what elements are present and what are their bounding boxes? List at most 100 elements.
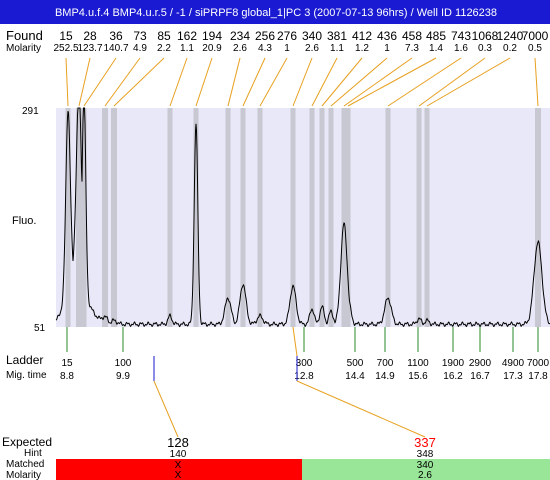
molarity-value: X — [175, 470, 182, 480]
found-size-label: 162 — [177, 29, 197, 43]
found-labels: 15 28 36 73 85 162 194 234 256 276 340 381 412 436 458… — [53, 29, 548, 54]
peak-band — [290, 108, 296, 327]
found-molarity-label: 2.2 — [157, 43, 171, 54]
peak-band — [240, 108, 246, 327]
found-molarity-label: 123.7 — [77, 43, 102, 54]
ladder-ticks — [66, 327, 539, 352]
matched-value: X — [175, 460, 182, 471]
found-leader-line — [311, 57, 338, 107]
found-leader-line — [104, 57, 141, 107]
found-leader-line — [78, 57, 91, 107]
found-size-label: 1068 — [472, 29, 499, 43]
found-molarity-label: 1.4 — [429, 43, 443, 54]
found-size-label: 412 — [352, 29, 372, 43]
mig-time-label: 14.4 — [345, 371, 365, 382]
chart-title: BMP4.u.f.4 BMP4.u.r.5 / -1 / siPRPF8 glo… — [55, 7, 497, 19]
mig-time-label: 15.6 — [408, 371, 428, 382]
matched-band — [56, 459, 302, 480]
peak-band — [65, 108, 71, 327]
peak-band — [341, 108, 347, 327]
ladder-size-label: 100 — [115, 358, 132, 369]
molarity-value: 2.6 — [418, 470, 432, 480]
found-leader-line — [195, 57, 213, 107]
found-size-label: 194 — [202, 29, 222, 43]
found-size-label: 458 — [402, 29, 422, 43]
peak-band — [193, 108, 199, 327]
mig-time-label: 16.7 — [470, 371, 490, 382]
ladder-size-label: 1900 — [442, 358, 465, 369]
found-leader-line — [534, 57, 539, 107]
ladder-size-label: 500 — [347, 358, 364, 369]
peak-band — [319, 108, 325, 327]
found-size-label: 15 — [59, 29, 73, 43]
found-leader-line — [426, 57, 511, 107]
found-leader-line — [292, 57, 313, 107]
found-size-label: 340 — [302, 29, 322, 43]
found-size-label: 1240 — [497, 29, 524, 43]
found-molarity-label: 1.6 — [454, 43, 468, 54]
molarity-bottom-row-label: Molarity — [6, 470, 41, 480]
expected-markers — [153, 326, 426, 438]
mig-time-label: 17.8 — [528, 371, 548, 382]
ladder-size-label: 15 — [61, 358, 73, 369]
found-leader-lines — [65, 57, 539, 107]
found-leader-line — [259, 57, 288, 107]
ladder-size-label: 7000 — [527, 358, 550, 369]
found-size-label: 256 — [255, 29, 275, 43]
found-leader-line — [343, 57, 413, 107]
found-molarity-label: 1.1 — [180, 43, 194, 54]
peak-band — [76, 108, 82, 327]
ladder-size-label: 2900 — [469, 358, 492, 369]
mig-time-label: 16.2 — [443, 371, 463, 382]
found-molarity-label: 1 — [384, 43, 390, 54]
hint-value: 140 — [170, 449, 187, 460]
found-molarity-label: 1.2 — [355, 43, 369, 54]
mig-time-label: 12.8 — [294, 371, 314, 382]
found-size-label: 381 — [327, 29, 347, 43]
found-size-label: 73 — [133, 29, 147, 43]
ladder-size-label: 300 — [296, 358, 313, 369]
found-molarity-label: 252.5 — [53, 43, 78, 54]
expected-leader-line — [296, 380, 426, 438]
found-molarity-label: 1 — [284, 43, 290, 54]
found-leader-line — [347, 57, 437, 107]
mig-time-label: 9.9 — [116, 371, 130, 382]
hint-row-label: Hint — [24, 448, 42, 459]
peak-band — [257, 108, 263, 327]
found-molarity-label: 0.5 — [528, 43, 542, 54]
matched-peak-leader — [292, 326, 298, 357]
peak-band — [81, 108, 87, 327]
peak-band — [111, 108, 117, 327]
matched-row-label: Matched — [6, 459, 44, 470]
ladder-size-label: 700 — [377, 358, 394, 369]
expected-leader-line — [153, 380, 179, 438]
peak-band — [416, 108, 422, 327]
ladder-labels: 15 8.8 100 9.9 300 12.8 500 14.4 700 14.9 1100 15.6… — [60, 358, 550, 382]
found-leader-line — [169, 57, 188, 107]
mig-time-row-label: Mig. time — [6, 370, 47, 381]
peak-band — [167, 108, 173, 327]
matched-value: 340 — [417, 460, 434, 471]
found-molarity-label: 20.9 — [202, 43, 222, 54]
found-size-label: 36 — [109, 29, 123, 43]
found-molarity-label: 0.2 — [503, 43, 517, 54]
plot-area — [56, 108, 550, 327]
title-bar — [0, 0, 550, 24]
found-molarity-label: 4.9 — [133, 43, 147, 54]
found-leader-line — [65, 57, 69, 107]
peak-bands — [65, 108, 541, 327]
peak-band — [535, 108, 541, 327]
found-molarity-label: 7.3 — [405, 43, 419, 54]
mig-time-label: 17.3 — [503, 371, 523, 382]
peak-band — [102, 108, 108, 327]
y-tick-min: 51 — [34, 323, 46, 334]
peak-band — [225, 108, 231, 327]
found-size-label: 28 — [83, 29, 97, 43]
found-leader-line — [330, 57, 388, 107]
found-leader-line — [242, 57, 266, 107]
ladder-size-label: 4900 — [502, 358, 525, 369]
found-size-label: 436 — [377, 29, 397, 43]
peak-band — [345, 108, 351, 327]
